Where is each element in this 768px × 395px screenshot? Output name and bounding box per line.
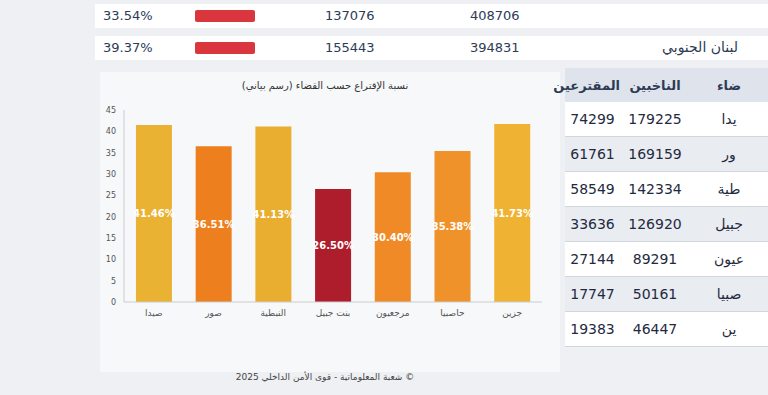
html-text:137076: 137076 bbox=[325, 8, 375, 23]
svg-text:صور: صور bbox=[204, 308, 222, 318]
html-text:58549: 58549 bbox=[570, 181, 615, 197]
svg-text:40: 40 bbox=[106, 127, 116, 136]
html-text:نسبة الإقتراع حسب القضاء (رسم: نسبة الإقتراع حسب القضاء (رسم بياني) bbox=[241, 80, 409, 91]
svg-text:10: 10 bbox=[106, 255, 116, 264]
html-text:لبنان الجنوبي: لبنان الجنوبي bbox=[662, 39, 738, 55]
svg-text:20: 20 bbox=[106, 213, 116, 222]
html-text:جبيل: جبيل bbox=[715, 216, 743, 232]
html-text:الناخبين: الناخبين bbox=[629, 77, 681, 93]
html-text:المقترعين: المقترعين bbox=[553, 77, 620, 93]
svg-text:26.50%: 26.50% bbox=[312, 240, 354, 251]
html-text:33636: 33636 bbox=[570, 216, 615, 232]
svg-text:35: 35 bbox=[106, 149, 116, 158]
svg-text:مرجعيون: مرجعيون bbox=[376, 308, 410, 318]
html-text:126920: 126920 bbox=[628, 216, 682, 232]
svg-text:حاصبيا: حاصبيا bbox=[440, 308, 464, 318]
html-text:46447: 46447 bbox=[632, 321, 678, 337]
svg-text:النبطية: النبطية bbox=[260, 308, 286, 318]
html-text:142334: 142334 bbox=[628, 181, 682, 197]
svg-text:5: 5 bbox=[111, 277, 116, 286]
html-text:39.37%: 39.37% bbox=[103, 40, 153, 55]
svg-text:35.38%: 35.38% bbox=[432, 221, 474, 232]
svg-text:15: 15 bbox=[106, 234, 116, 243]
svg-text:0: 0 bbox=[111, 298, 116, 307]
html-text:ضاء: ضاء bbox=[717, 77, 741, 93]
svg-text:36.51%: 36.51% bbox=[193, 219, 235, 230]
html-text:74299: 74299 bbox=[570, 111, 615, 127]
svg-text:صيدا: صيدا bbox=[145, 308, 163, 318]
html-text:يدا: يدا bbox=[721, 111, 737, 127]
svg-text:30.40%: 30.40% bbox=[372, 232, 414, 243]
html-text:394831: 394831 bbox=[470, 40, 520, 55]
html-text:50161: 50161 bbox=[632, 286, 678, 302]
html-text:61761: 61761 bbox=[570, 146, 615, 162]
svg-text:41.46%: 41.46% bbox=[133, 208, 175, 219]
html-text:© شعبة المعلوماتية - قوى الأمن: © شعبة المعلوماتية - قوى الأمن الداخلي 2… bbox=[235, 372, 415, 382]
html-text:صبيا: صبيا bbox=[716, 286, 742, 302]
html-text:27144: 27144 bbox=[570, 251, 615, 267]
svg-text:25: 25 bbox=[106, 191, 116, 200]
svg-text:بنت جبيل: بنت جبيل bbox=[316, 308, 351, 318]
html-text:17747: 17747 bbox=[570, 286, 615, 302]
html-text:33.54%: 33.54% bbox=[103, 8, 153, 23]
html-text:ور: ور bbox=[722, 146, 736, 162]
html-text:طية: طية bbox=[717, 181, 741, 197]
html-text:عيون: عيون bbox=[714, 251, 744, 267]
svg-text:30: 30 bbox=[106, 170, 116, 179]
html-text:155443: 155443 bbox=[325, 40, 375, 55]
html-text:89291: 89291 bbox=[632, 251, 678, 267]
svg-text:45: 45 bbox=[106, 106, 116, 115]
html-text:ين: ين bbox=[721, 321, 737, 337]
html-text:169159: 169159 bbox=[628, 146, 682, 162]
html-text:408706: 408706 bbox=[470, 8, 520, 23]
svg-text:جزين: جزين bbox=[502, 308, 522, 318]
svg-text:41.13%: 41.13% bbox=[253, 209, 295, 220]
html-text:19383: 19383 bbox=[570, 321, 615, 337]
html-text:179225: 179225 bbox=[628, 111, 682, 127]
svg-text:41.73%: 41.73% bbox=[491, 208, 533, 219]
